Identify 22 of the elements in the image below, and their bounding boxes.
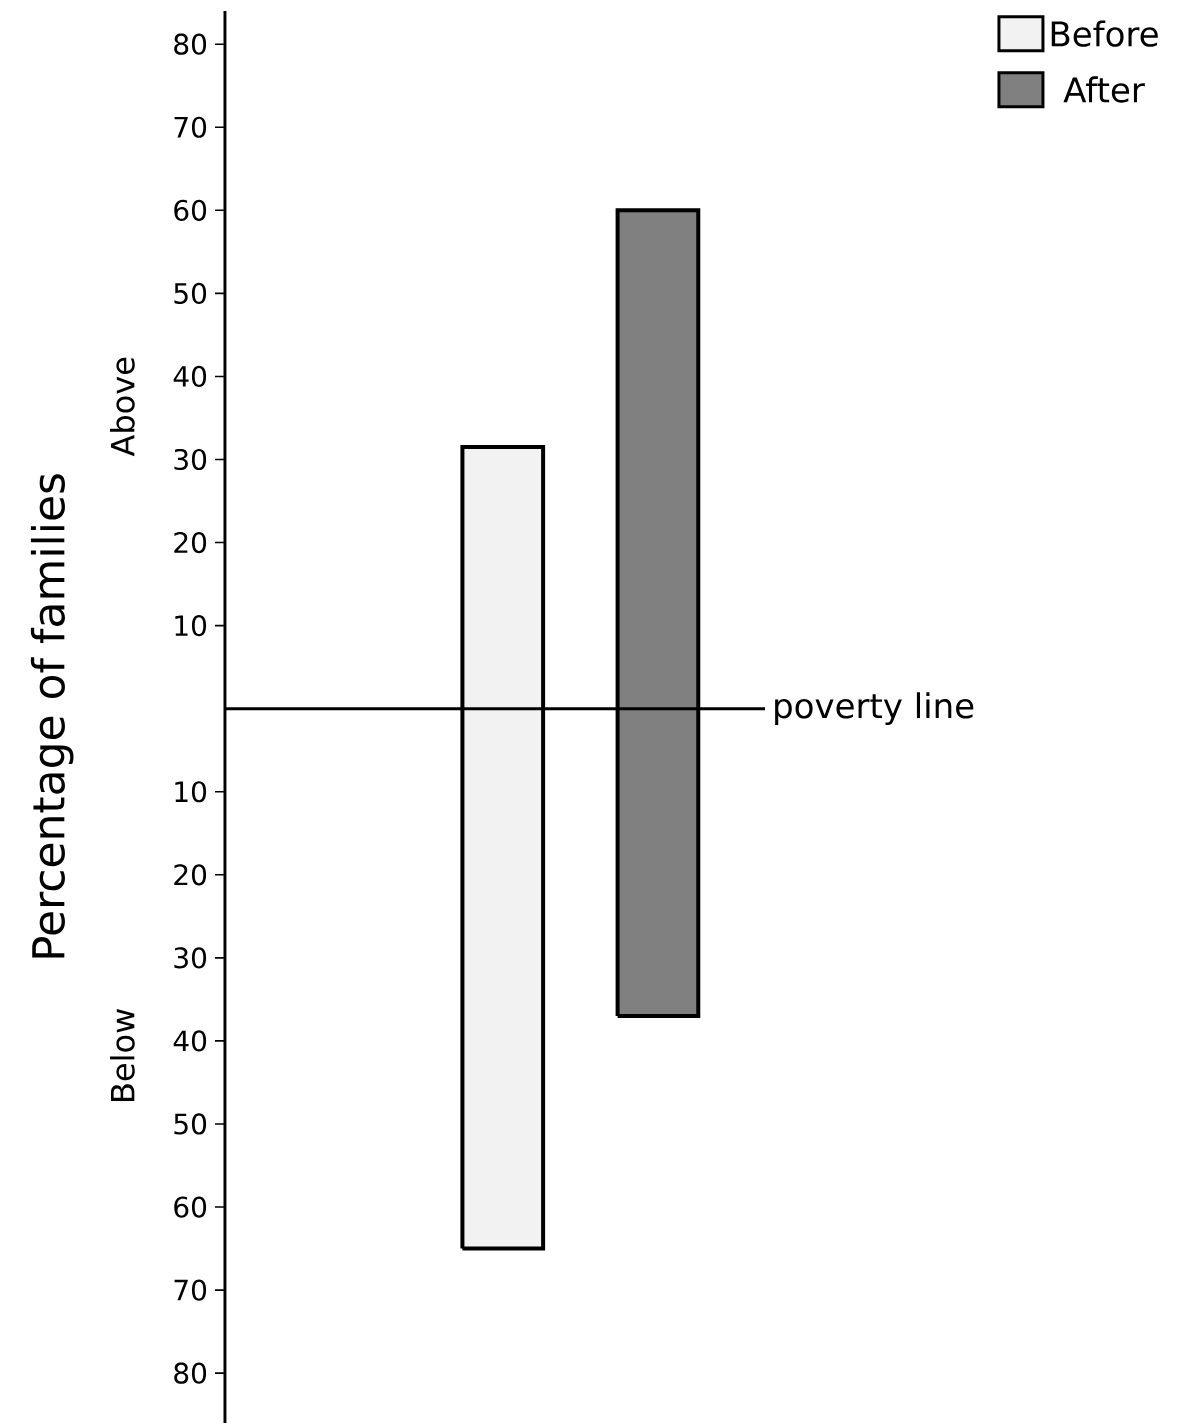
y-tick-label: 50 [174, 282, 207, 304]
legend-label: Before [1051, 20, 1158, 47]
ref-line-label: poverty line [775, 692, 974, 726]
y-tick-label: 80 [174, 1362, 207, 1384]
y-tick-label: 30 [174, 947, 207, 969]
text: Above [110, 357, 135, 457]
y-tick-label: 20 [174, 531, 207, 554]
y-tick-label: 20 [174, 864, 207, 886]
y-tick-label: 60 [174, 199, 207, 221]
legend-label: After [1063, 76, 1145, 103]
y-tick-label: 70 [174, 1279, 207, 1301]
y-tick-label: 70 [174, 116, 207, 138]
y-tick-label: 10 [175, 615, 207, 637]
y-tick-label: 40 [173, 1030, 207, 1052]
y-tick-label: 60 [174, 1196, 207, 1218]
y-tick-label: 50 [174, 1113, 207, 1135]
text: Below [110, 1009, 135, 1101]
y-tick-label: 10 [175, 781, 207, 803]
y-tick-label: 40 [173, 365, 207, 388]
y-tick-label: 30 [174, 448, 207, 471]
y-axis-title: Percentage of families [30, 474, 74, 958]
y-tick-label: 80 [174, 33, 207, 55]
